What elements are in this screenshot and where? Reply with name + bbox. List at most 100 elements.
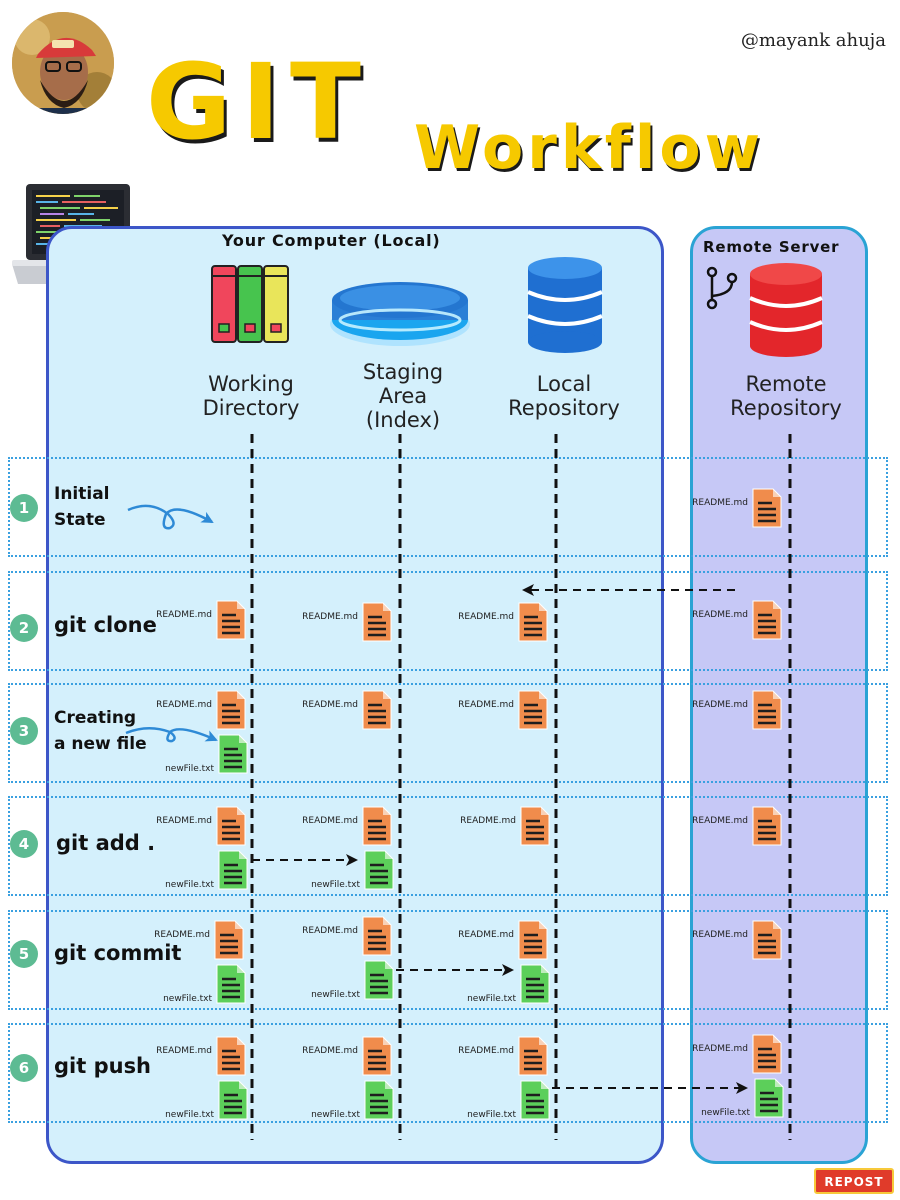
- readme-filename: README.md: [156, 610, 212, 620]
- readme-filename: README.md: [692, 1044, 748, 1054]
- remote-repository-label: Remote Repository: [730, 372, 842, 420]
- step-row-new-file: [8, 683, 888, 783]
- step-label-git-commit: git commit: [54, 941, 182, 965]
- readme-filename: README.md: [302, 926, 358, 936]
- step-label-git-add: git add .: [56, 831, 156, 855]
- newfile-filename: newFile.txt: [165, 764, 214, 774]
- readme-filename: README.md: [302, 816, 358, 826]
- newfile-file-icon: [218, 734, 248, 774]
- curly-arrow-icon: [127, 504, 214, 530]
- staging-area-label: Staging Area (Index): [362, 360, 444, 432]
- books-icon: [210, 262, 290, 346]
- readme-file-icon: [216, 690, 246, 730]
- repost-label: REPOST: [824, 1175, 884, 1189]
- newfile-file-icon: [216, 964, 246, 1004]
- readme-filename: README.md: [458, 1046, 514, 1056]
- step-number: 5: [10, 940, 38, 968]
- newfile-file-icon: [218, 850, 248, 890]
- step-label-initial-state: Initial State: [54, 484, 110, 530]
- readme-file-icon: [216, 1036, 246, 1076]
- readme-file-icon: [752, 488, 782, 528]
- newfile-file-icon: [364, 960, 394, 1000]
- git-branch-icon: [704, 266, 740, 310]
- curly-arrow-icon: [125, 727, 218, 743]
- readme-filename: README.md: [458, 930, 514, 940]
- step-label-git-push: git push: [54, 1054, 152, 1078]
- step-label-new-file: Creating a new file: [54, 708, 147, 754]
- newfile-file-icon: [218, 1080, 248, 1120]
- readme-file-icon: [362, 690, 392, 730]
- repost-badge[interactable]: REPOST: [814, 1168, 894, 1194]
- readme-file-icon: [752, 806, 782, 846]
- readme-filename: README.md: [692, 610, 748, 620]
- remote-panel-title: Remote Server: [703, 238, 840, 256]
- readme-file-icon: [520, 806, 550, 846]
- step-number: 6: [10, 1054, 38, 1082]
- title-workflow: Workflow: [414, 113, 765, 183]
- readme-file-icon: [518, 602, 548, 642]
- step-number: 2: [10, 614, 38, 642]
- readme-filename: README.md: [692, 816, 748, 826]
- step-number: 3: [10, 717, 38, 745]
- newfile-file-icon: [364, 1080, 394, 1120]
- newfile-filename: newFile.txt: [165, 1110, 214, 1120]
- readme-filename: README.md: [156, 1046, 212, 1056]
- readme-file-icon: [752, 920, 782, 960]
- readme-filename: README.md: [692, 700, 748, 710]
- readme-file-icon: [214, 920, 244, 960]
- title-git: GIT: [146, 41, 371, 163]
- column-lifelines: [250, 434, 792, 1140]
- newfile-filename: newFile.txt: [311, 1110, 360, 1120]
- newfile-filename: newFile.txt: [311, 990, 360, 1000]
- readme-filename: README.md: [458, 700, 514, 710]
- step-row-git-commit: [8, 910, 888, 1010]
- newfile-filename: newFile.txt: [165, 880, 214, 890]
- readme-file-icon: [216, 806, 246, 846]
- step-number: 4: [10, 830, 38, 858]
- database-icon: [748, 262, 824, 358]
- readme-file-icon: [518, 1036, 548, 1076]
- readme-file-icon: [752, 690, 782, 730]
- newfile-file-icon: [520, 1080, 550, 1120]
- readme-filename: README.md: [302, 700, 358, 710]
- step-number: 1: [10, 494, 38, 522]
- working-directory-label: Working Directory: [202, 372, 300, 420]
- step-row-git-add: [8, 796, 888, 896]
- newfile-filename: newFile.txt: [311, 880, 360, 890]
- readme-filename: README.md: [458, 612, 514, 622]
- local-panel-title: Your Computer (Local): [222, 231, 441, 250]
- remote-server-panel: [690, 226, 868, 1164]
- readme-file-icon: [362, 806, 392, 846]
- readme-filename: README.md: [302, 612, 358, 622]
- readme-filename: README.md: [692, 498, 748, 508]
- newfile-filename: newFile.txt: [701, 1108, 750, 1118]
- newfile-filename: newFile.txt: [467, 994, 516, 1004]
- readme-file-icon: [518, 690, 548, 730]
- readme-file-icon: [362, 602, 392, 642]
- database-icon: [526, 256, 604, 354]
- newfile-file-icon: [754, 1078, 784, 1118]
- step-row-initial-state: [8, 457, 888, 557]
- readme-file-icon: [362, 916, 392, 956]
- readme-filename: README.md: [302, 1046, 358, 1056]
- readme-filename: README.md: [692, 930, 748, 940]
- newfile-file-icon: [520, 964, 550, 1004]
- step-row-git-clone: [8, 571, 888, 671]
- author-avatar: [12, 12, 114, 114]
- local-computer-panel: [46, 226, 664, 1164]
- newfile-file-icon: [364, 850, 394, 890]
- readme-file-icon: [362, 1036, 392, 1076]
- readme-file-icon: [216, 600, 246, 640]
- step-row-git-push: [8, 1023, 888, 1123]
- readme-filename: README.md: [154, 930, 210, 940]
- readme-filename: README.md: [156, 816, 212, 826]
- readme-filename: README.md: [156, 700, 212, 710]
- readme-file-icon: [752, 1034, 782, 1074]
- readme-file-icon: [752, 600, 782, 640]
- readme-file-icon: [518, 920, 548, 960]
- author-handle: @mayank ahuja: [740, 30, 886, 51]
- glowing-disk-icon: [328, 280, 472, 350]
- step-label-git-clone: git clone: [54, 613, 157, 637]
